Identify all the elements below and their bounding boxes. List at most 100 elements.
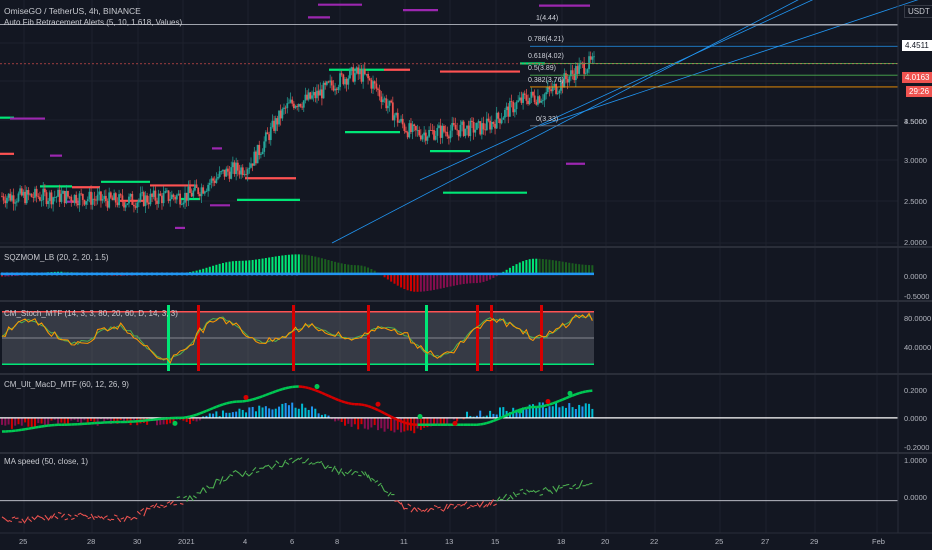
- macd-line-segment: [387, 413, 392, 418]
- ma-speed-segment: [443, 503, 448, 511]
- time-tick: 4: [243, 537, 248, 546]
- ma-speed-segment: [265, 464, 270, 467]
- macd-line-segment: [374, 407, 379, 412]
- candle-body: [578, 64, 581, 74]
- candle-body: [426, 136, 429, 141]
- macd-histogram-bar: [307, 409, 310, 419]
- candle-body: [304, 94, 307, 101]
- ma-speed-segment: [367, 474, 372, 482]
- candle-body: [228, 171, 231, 179]
- candle-body: [17, 193, 20, 202]
- sqz-bar: [334, 261, 337, 275]
- ma-speed-segment: [94, 516, 98, 519]
- ma-speed-segment: [8, 519, 13, 523]
- time-tick: 25: [715, 537, 724, 546]
- time-tick: 27: [761, 537, 770, 546]
- time-tick: 18: [557, 537, 566, 546]
- pane-separator: [0, 246, 932, 248]
- candle-body: [93, 198, 96, 200]
- sqz-dot: [175, 272, 179, 276]
- ma-speed-segment: [427, 507, 432, 513]
- candle-body: [126, 203, 129, 205]
- pane-separator: [0, 452, 932, 454]
- candle-body: [276, 118, 279, 125]
- candle-body: [24, 191, 26, 204]
- stoch-tick: 40.0000: [904, 343, 932, 352]
- channel-line: [419, 0, 814, 181]
- sqz-dot: [20, 272, 24, 276]
- ma-speed-segment: [433, 504, 438, 508]
- candle-body: [235, 162, 238, 175]
- sqz-bar: [357, 265, 360, 275]
- ma-speed-segment: [143, 507, 148, 517]
- symbol-title: OmiseGO / TetherUS, 4h, BINANCE: [4, 6, 141, 16]
- candle-body: [20, 188, 23, 196]
- macd-histogram-bar: [548, 406, 551, 419]
- macd-histogram-bar: [330, 417, 333, 420]
- macd-line-segment: [285, 386, 290, 390]
- ma-speed-segment: [103, 515, 108, 519]
- maspeed-pane[interactable]: [0, 457, 898, 524]
- sqzmom-pane[interactable]: [0, 254, 594, 292]
- sqz-dot: [130, 272, 134, 276]
- sqz-dot: [55, 272, 59, 276]
- ma-speed-segment: [166, 501, 171, 504]
- candle-body: [476, 122, 478, 130]
- candle-body: [133, 204, 135, 207]
- macd-histogram-bar: [198, 417, 201, 421]
- sqz-bar: [254, 259, 257, 275]
- sqz-bar: [482, 273, 485, 282]
- ma-speed-segment: [565, 483, 570, 486]
- candle-body: [96, 194, 99, 201]
- macd-line-segment: [288, 385, 293, 389]
- macd-cross-dot: [243, 394, 249, 400]
- ma-speed-segment: [186, 495, 191, 502]
- candle-body: [40, 200, 43, 201]
- sqz-dot: [0, 272, 4, 276]
- candle-body: [184, 192, 186, 203]
- macd-line-segment: [558, 398, 564, 403]
- candle-body: [517, 100, 520, 102]
- sqz-bar: [330, 260, 333, 275]
- ma-speed-segment: [420, 509, 425, 512]
- macd-histogram-bar: [156, 417, 159, 426]
- sqz-bar: [452, 273, 455, 286]
- ma-speed-segment: [87, 516, 92, 520]
- time-tick: 15: [491, 537, 500, 546]
- candle-body: [185, 192, 188, 201]
- candle-body: [434, 135, 437, 140]
- sqz-dot: [135, 272, 139, 276]
- macd-line-segment: [34, 425, 39, 429]
- candle-body: [174, 197, 177, 200]
- macd-histogram-bar: [327, 415, 330, 419]
- macd-histogram-bar: [343, 417, 346, 426]
- candle-body: [72, 201, 74, 203]
- pane-separator: [0, 300, 932, 302]
- ma-speed-segment: [341, 471, 346, 477]
- candle-body: [451, 123, 454, 131]
- macd-line-segment: [229, 400, 234, 404]
- currency-button[interactable]: USDT: [904, 5, 932, 18]
- ma-speed-segment: [575, 487, 580, 490]
- stoch-pane[interactable]: [1, 305, 594, 371]
- candle-body: [152, 190, 155, 197]
- sqz-bar: [205, 267, 208, 275]
- candle-body: [68, 196, 71, 198]
- candle-body: [167, 190, 170, 201]
- sqz-bar: [545, 259, 548, 275]
- candle-body: [50, 192, 53, 205]
- price-pane[interactable]: [0, 0, 932, 244]
- ma-speed-segment: [351, 471, 356, 476]
- macd-histogram-bar: [119, 417, 122, 420]
- sqz-dot: [65, 272, 69, 276]
- candle-body: [570, 70, 572, 77]
- macd-histogram-bar: [574, 408, 577, 419]
- macd-pane[interactable]: [0, 384, 898, 434]
- candle-body: [332, 85, 335, 91]
- candle-body: [109, 192, 112, 198]
- ma-speed-segment: [176, 496, 181, 499]
- macd-histogram-bar: [106, 417, 109, 420]
- candle-body: [25, 190, 28, 204]
- stoch-cross-down-bar: [490, 305, 493, 371]
